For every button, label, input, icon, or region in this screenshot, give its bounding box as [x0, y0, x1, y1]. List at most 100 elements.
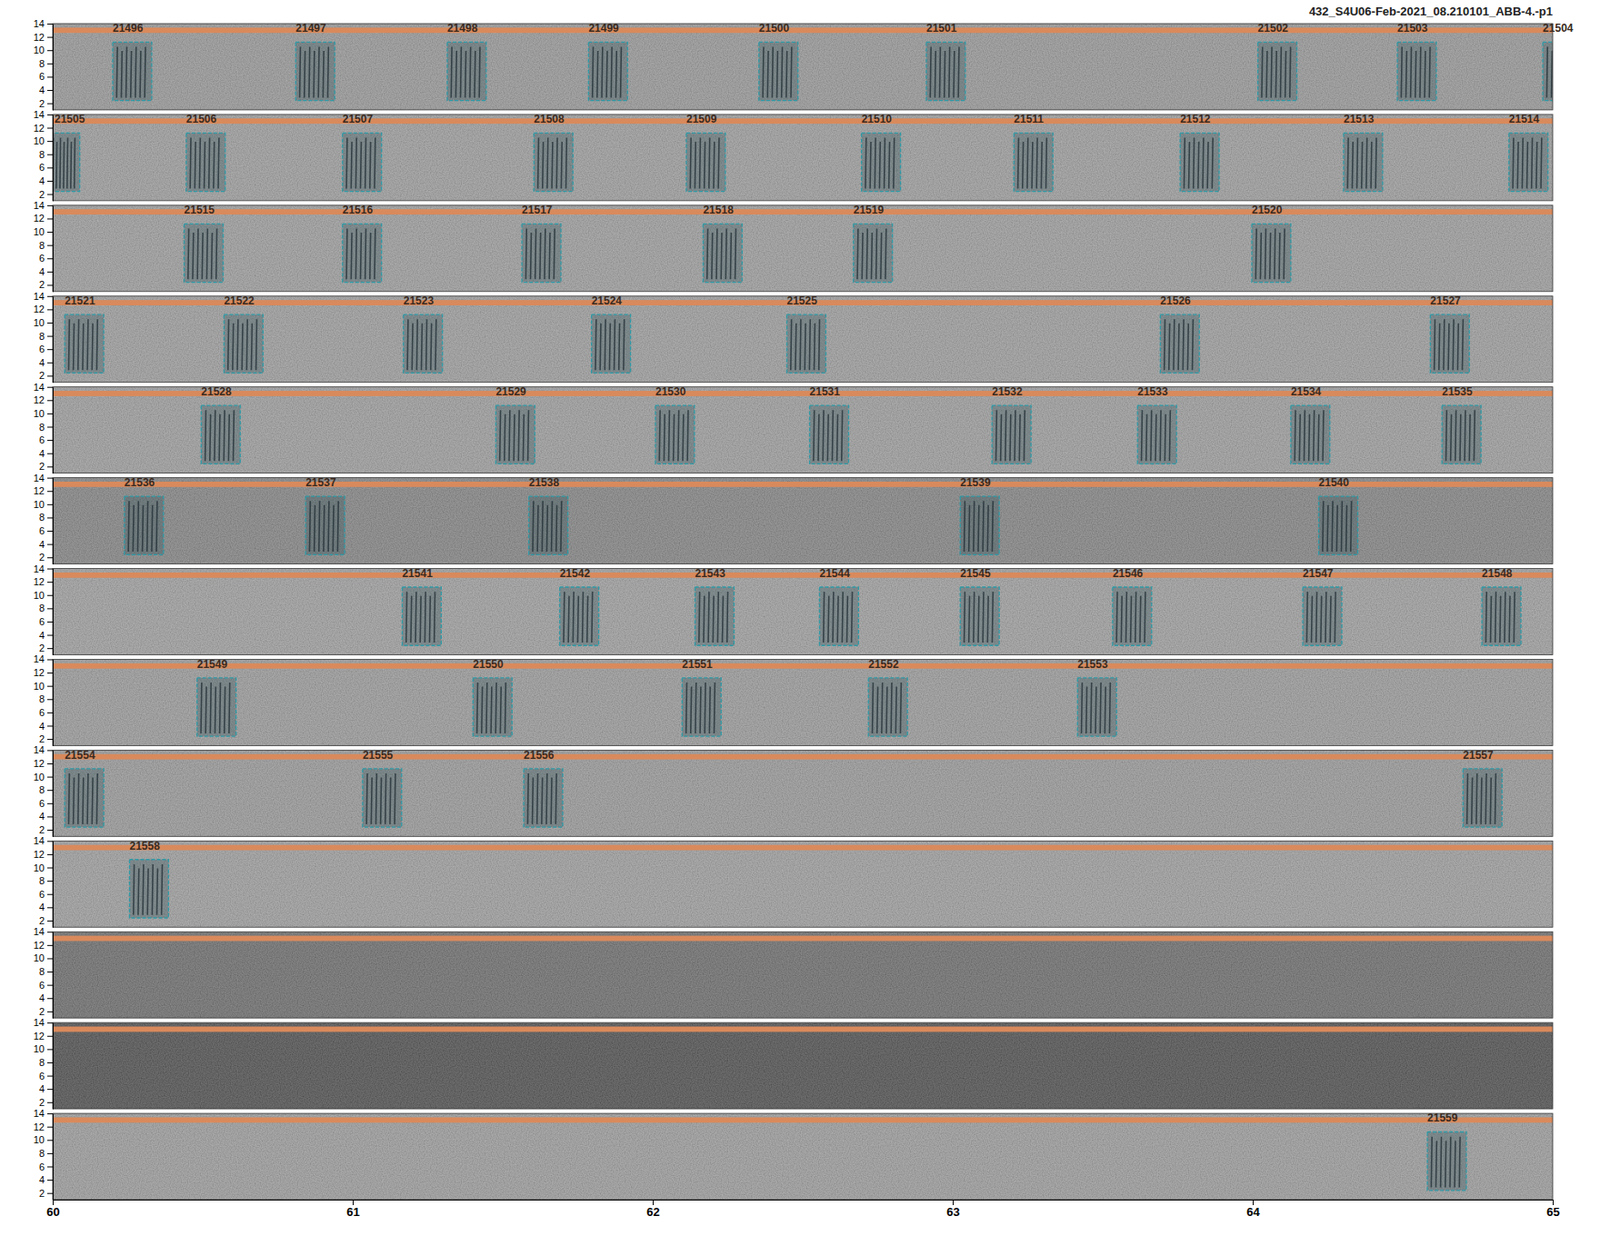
detection-label: 21536 — [124, 476, 156, 490]
y-tick-label: 2 — [39, 1097, 45, 1109]
y-tick: 14 — [33, 472, 53, 484]
y-tick: 6 — [39, 70, 53, 82]
detection — [1302, 587, 1342, 646]
detection-box — [64, 314, 104, 373]
detection-label: 21514 — [1509, 112, 1540, 126]
detection-label: 21539 — [960, 476, 991, 490]
y-tick-mark — [47, 400, 53, 401]
y-tick-label: 12 — [33, 849, 45, 860]
band — [52, 1117, 1553, 1123]
y-tick-mark — [47, 1166, 53, 1168]
strip-background — [52, 931, 1553, 1019]
y-tick-mark — [47, 413, 53, 415]
y-tick-label: 12 — [33, 122, 45, 134]
y-tick-label: 6 — [39, 798, 45, 810]
detection-label: 21528 — [200, 385, 232, 399]
y-tick: 6 — [39, 252, 53, 264]
x-tick-mark — [52, 1200, 54, 1206]
y-tick: 4 — [39, 539, 53, 550]
y-tick-label: 4 — [39, 992, 45, 1004]
y-tick-mark — [47, 790, 53, 791]
noise — [52, 205, 1553, 292]
y-tick: 2 — [39, 915, 53, 927]
noise — [52, 23, 1553, 110]
x-tick-mark — [1552, 1200, 1554, 1206]
detection-label: 21512 — [1180, 112, 1211, 126]
y-tick-label: 2 — [39, 1188, 45, 1200]
y-tick-label: 14 — [33, 835, 45, 847]
y-tick: 4 — [39, 84, 53, 96]
x-tick-label: 63 — [946, 1205, 960, 1220]
detection-box — [1137, 405, 1177, 464]
y-tick-label: 10 — [33, 1043, 45, 1055]
frame — [52, 1113, 1553, 1200]
y-tick-mark — [47, 1062, 53, 1064]
strip-background — [52, 387, 1553, 474]
detection-box — [591, 314, 631, 373]
detection-label: 21519 — [853, 203, 885, 217]
detection-label: 21542 — [560, 567, 591, 580]
y-tick: 14 — [33, 200, 53, 211]
y-tick-label: 14 — [33, 109, 45, 120]
y-tick-mark — [47, 90, 53, 91]
noise — [52, 931, 1553, 1019]
y-tick-label: 14 — [33, 563, 45, 575]
y-tick: 14 — [33, 744, 53, 756]
detection-label: 21550 — [472, 658, 504, 671]
y-tick-mark — [47, 1011, 53, 1013]
detection-box — [819, 587, 859, 646]
y-tick: 6 — [39, 707, 53, 719]
y-tick-label: 2 — [39, 189, 45, 200]
y-tick-label: 14 — [33, 1108, 45, 1120]
detection — [1180, 132, 1220, 191]
detection — [362, 769, 402, 828]
frame — [52, 569, 1553, 656]
detection-box — [184, 223, 224, 282]
y-tick: 10 — [33, 226, 53, 238]
detection-box — [223, 314, 263, 373]
detection — [787, 314, 827, 373]
y-tick: 14 — [33, 1017, 53, 1029]
y-tick-mark — [47, 1193, 53, 1195]
y-tick: 10 — [33, 1043, 53, 1055]
detection-label: 21554 — [64, 749, 96, 762]
detection — [991, 405, 1031, 464]
strip: 2152821529215302153121532215332153421535… — [33, 381, 1553, 474]
y-tick: 2 — [39, 1006, 53, 1018]
detection-box — [295, 41, 335, 100]
detection — [861, 132, 901, 191]
detection — [200, 405, 240, 464]
y-tick-label: 8 — [39, 1148, 45, 1160]
detection — [186, 132, 226, 191]
y-tick-mark — [47, 362, 53, 364]
y-tick: 12 — [33, 485, 53, 497]
y-tick-label: 2 — [39, 370, 45, 381]
y-tick: 4 — [39, 266, 53, 278]
y-tick: 8 — [39, 330, 53, 342]
frame — [52, 931, 1553, 1019]
detection-box — [495, 405, 535, 464]
detection-label: 21513 — [1343, 112, 1375, 126]
frame — [52, 387, 1553, 474]
y-tick: 8 — [39, 421, 53, 433]
y-tick-mark — [47, 194, 53, 196]
y-tick-label: 10 — [33, 135, 45, 147]
y-tick-mark — [47, 635, 53, 637]
detection-label: 21538 — [529, 476, 560, 490]
x-tick-mark — [652, 1200, 654, 1206]
detection-label: 21549 — [197, 658, 229, 671]
detection — [521, 223, 561, 282]
y-tick-mark — [47, 128, 53, 130]
y-tick-mark — [47, 958, 53, 960]
detection-label: 21521 — [64, 294, 96, 308]
y-tick: 4 — [39, 448, 53, 460]
y-tick-mark — [47, 427, 53, 429]
strip: 21536215372153821539215402468101214 — [33, 472, 1553, 565]
strip-background — [52, 478, 1553, 565]
y-tick-label: 10 — [33, 408, 45, 420]
detection-label: 21525 — [787, 294, 819, 308]
y-tick-mark — [47, 1127, 53, 1129]
y-tick: 4 — [39, 630, 53, 641]
y-tick: 14 — [33, 109, 53, 120]
y-tick-label: 4 — [39, 448, 45, 460]
